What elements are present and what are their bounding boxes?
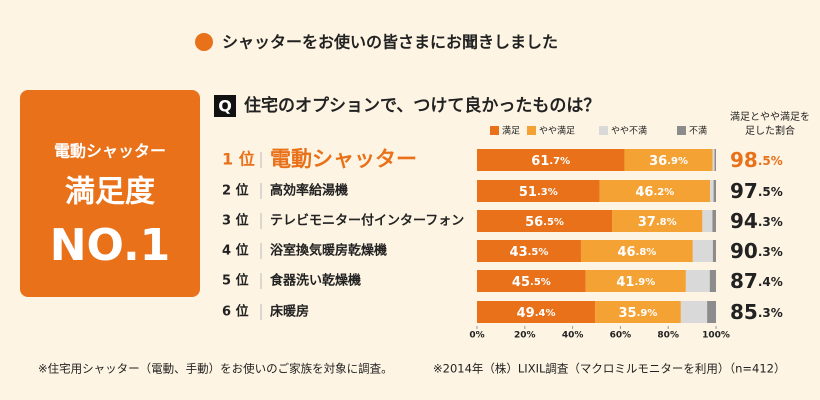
x-tick-label: 100% [702, 331, 730, 341]
legend-label: やや満足 [539, 126, 575, 137]
bar-segment [477, 301, 596, 323]
bar-segment [712, 240, 716, 262]
bar-segment [710, 180, 714, 202]
bar-segment [585, 270, 686, 292]
total-label: 98.5% [730, 148, 783, 172]
bar-segment [709, 270, 716, 292]
value-label: 56.5% [525, 215, 564, 230]
rank: 2 位 [222, 183, 249, 199]
chart-title: 住宅のオプションで、つけて良かったものは？ [244, 95, 600, 116]
category-label: テレビモニター付インターフォン [270, 213, 464, 229]
bar-segment [712, 210, 716, 232]
total-label: 90.3% [730, 239, 783, 263]
value-label: 43.5% [510, 245, 549, 260]
bar-segment [595, 301, 681, 323]
category-label: 床暖房 [270, 304, 309, 320]
value-label: 37.8% [638, 215, 677, 230]
badge-line: NO.1 [50, 220, 171, 271]
badge-line: 満足度 [65, 175, 155, 210]
category-label: 食器洗い乾燥機 [270, 273, 361, 289]
bar-segment [707, 301, 716, 323]
legend-swatch [599, 126, 608, 135]
badge [20, 90, 200, 297]
value-label: 46.8% [617, 245, 656, 260]
bar-segment [692, 240, 713, 262]
x-tick-label: 60% [610, 331, 632, 341]
legend-swatch [527, 126, 536, 135]
legend-label: 不満 [689, 126, 707, 137]
bar-segment [714, 149, 716, 171]
rank: 4 位 [222, 243, 249, 259]
x-tick-label: 0% [469, 331, 484, 341]
legend-swatch [490, 126, 499, 135]
bar-segment [477, 270, 586, 292]
total-header: 満足とやや満足を [730, 111, 810, 123]
bar-segment [712, 149, 715, 171]
bar-segment [477, 210, 613, 232]
value-label: 49.4% [517, 306, 556, 321]
bar-segment [477, 180, 600, 202]
rank: 6 位 [222, 304, 249, 320]
q-box [214, 95, 236, 117]
bar-segment [599, 180, 711, 202]
category-label: 電動シャッター [270, 147, 417, 171]
footnote: ※住宅用シャッター（電動、手動）をお使いのご家族を対象に調査。 [38, 362, 393, 376]
bar-segment [713, 180, 716, 202]
legend-swatch [677, 126, 686, 135]
total-label: 85.3% [730, 300, 783, 324]
bar-segment [477, 149, 625, 171]
value-label: 51.3% [519, 185, 558, 200]
value-label: 46.2% [635, 185, 674, 200]
header-title: シャッターをお使いの皆さまにお聞きしました [222, 33, 558, 52]
footnote: ※2014年（株）LIXIL調査（マクロミルモニターを利用）（n=412） [433, 362, 786, 376]
bar-segment [702, 210, 713, 232]
badge-line: 電動シャッター [54, 142, 166, 161]
q-mark: Q [218, 97, 232, 116]
value-label: 45.5% [512, 275, 551, 290]
x-tick-label: 80% [657, 331, 679, 341]
category-label: 高効率給湯機 [270, 183, 348, 199]
rank: 1 位 [222, 150, 255, 169]
total-header: 足した割合 [745, 124, 795, 137]
rank: 5 位 [222, 273, 249, 289]
total-label: 94.3% [730, 209, 783, 233]
bar-segment [477, 240, 581, 262]
total-label: 87.4% [730, 269, 783, 293]
bar-segment [624, 149, 713, 171]
value-label: 36.9% [649, 154, 688, 169]
bar-segment [680, 301, 708, 323]
bar-segment [580, 240, 693, 262]
total-label: 97.5% [730, 179, 783, 203]
legend-label: 満足 [502, 126, 520, 137]
value-label: 35.9% [619, 306, 658, 321]
x-tick-label: 20% [514, 331, 536, 341]
bar-segment [685, 270, 710, 292]
x-tick-label: 40% [562, 331, 584, 341]
bar-segment [612, 210, 703, 232]
value-label: 61.7% [531, 154, 570, 169]
rank: 3 位 [222, 213, 249, 229]
value-label: 41.9% [616, 275, 655, 290]
bullet [195, 33, 213, 51]
category-label: 浴室換気暖房乾燥機 [270, 243, 387, 259]
legend-label: やや不満 [611, 126, 647, 137]
